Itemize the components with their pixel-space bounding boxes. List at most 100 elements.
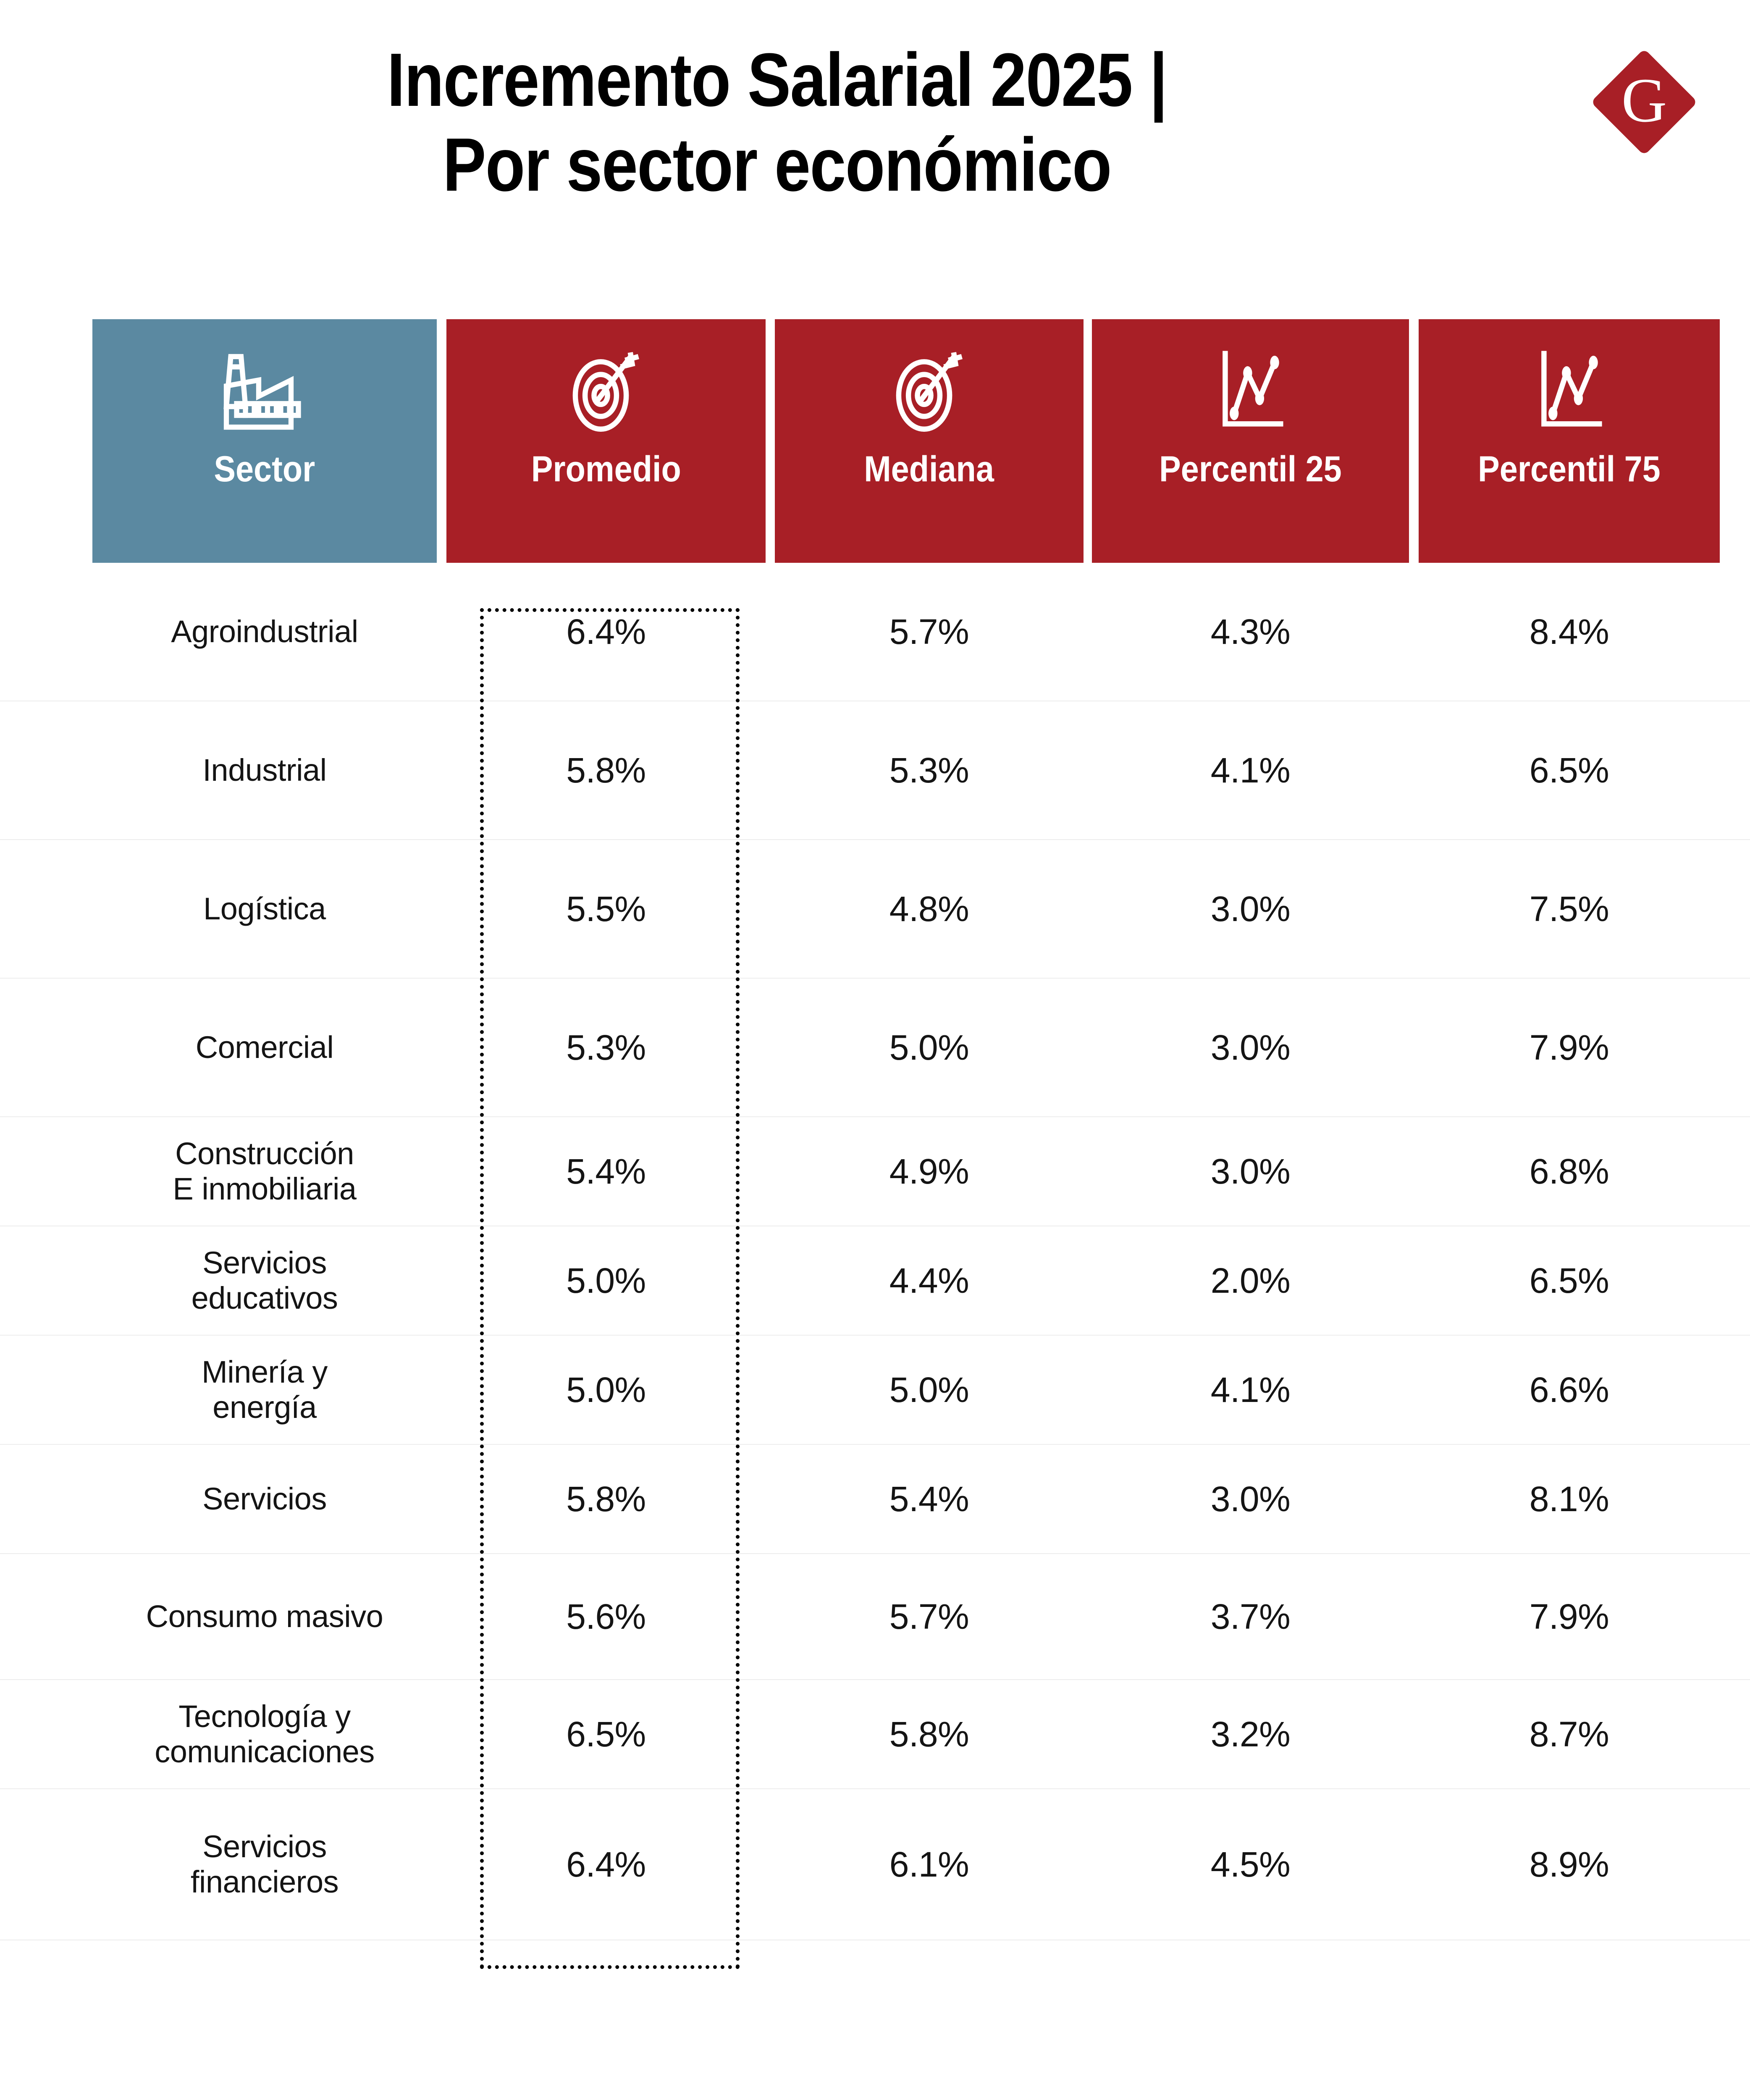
column-header-percentil25[interactable]: Percentil 25 xyxy=(1092,319,1409,563)
table-body: Agroindustrial 6.4% 5.7% 4.3% 8.4% Industrial… xyxy=(0,563,1750,1940)
column-header-percentil75[interactable]: Percentil 75 xyxy=(1419,319,1720,563)
cell-percentil25: 4.3% xyxy=(1210,612,1291,651)
cell-percentil75: 7.5% xyxy=(1529,889,1609,929)
table-row[interactable]: Servicios 5.8% 5.4% 3.0% 8.1% xyxy=(0,1445,1750,1554)
cell-mediana: 5.0% xyxy=(889,1370,969,1410)
cell-sector: Servicios educativos xyxy=(92,1226,437,1335)
cell-percentil75: 7.9% xyxy=(1529,1597,1609,1636)
cell-percentil25: 3.0% xyxy=(1210,889,1291,929)
cell-mediana: 5.7% xyxy=(889,612,969,651)
cell-percentil25: 4.1% xyxy=(1210,751,1291,790)
column-header-sector[interactable]: Sector xyxy=(92,319,437,563)
sector-label-line-1: Servicios xyxy=(202,1481,327,1516)
sector-label-line-1: Tecnología y xyxy=(178,1698,351,1734)
column-header-mediana[interactable]: Mediana xyxy=(775,319,1084,563)
cell-promedio: 6.4% xyxy=(566,612,646,651)
sector-label-line-1: Minería y xyxy=(202,1354,328,1389)
cell-percentil25: 3.7% xyxy=(1210,1597,1291,1636)
table-row[interactable]: Logística 5.5% 4.8% 3.0% 7.5% xyxy=(0,840,1750,979)
sector-label-line-2: comunicaciones xyxy=(155,1734,375,1769)
cell-mediana: 4.9% xyxy=(889,1152,969,1191)
gestion-logo: G xyxy=(1590,48,1698,156)
cell-promedio: 5.8% xyxy=(566,1479,646,1519)
table-row[interactable]: Minería y energía 5.0% 5.0% 4.1% 6.6% xyxy=(0,1336,1750,1445)
target-icon xyxy=(558,344,654,440)
cell-percentil75: 6.8% xyxy=(1529,1152,1609,1191)
cell-sector: Consumo masivo xyxy=(92,1554,437,1679)
cell-sector: Agroindustrial xyxy=(92,563,437,701)
table-row[interactable]: Industrial 5.8% 5.3% 4.1% 6.5% xyxy=(0,701,1750,840)
title-line-2: Por sector económico xyxy=(443,122,1112,207)
cell-promedio: 6.5% xyxy=(566,1714,646,1754)
table-header-row: Sector Promedio Mediana Percentil 25 Percent… xyxy=(0,319,1750,563)
sector-label-line-1: Comercial xyxy=(195,1029,334,1065)
cell-mediana: 6.1% xyxy=(889,1845,969,1884)
target-icon xyxy=(881,344,978,440)
cell-promedio: 5.8% xyxy=(566,751,646,790)
cell-mediana: 5.4% xyxy=(889,1479,969,1519)
cell-promedio: 5.0% xyxy=(566,1370,646,1410)
sector-label-line-2: financieros xyxy=(190,1864,339,1899)
column-header-label: Mediana xyxy=(864,449,994,489)
cell-mediana: 5.8% xyxy=(889,1714,969,1754)
cell-percentil75: 8.1% xyxy=(1529,1479,1609,1519)
cell-percentil25: 3.2% xyxy=(1210,1714,1291,1754)
cell-promedio: 5.3% xyxy=(566,1028,646,1067)
column-header-label: Percentil 75 xyxy=(1478,449,1661,489)
title-line-1: Incremento Salarial 2025 | xyxy=(387,38,1168,122)
cell-mediana: 5.3% xyxy=(889,751,969,790)
cell-percentil75: 8.7% xyxy=(1529,1714,1609,1754)
table-row[interactable]: Servicios educativos 5.0% 4.4% 2.0% 6.5% xyxy=(0,1226,1750,1336)
table-row[interactable]: Servicios financieros 6.4% 6.1% 4.5% 8.9% xyxy=(0,1789,1750,1940)
cell-sector: Minería y energía xyxy=(92,1336,437,1444)
sector-label-line-1: Agroindustrial xyxy=(171,614,358,649)
cell-percentil25: 4.1% xyxy=(1210,1370,1291,1410)
cell-percentil75: 6.6% xyxy=(1529,1370,1609,1410)
table-row[interactable]: Agroindustrial 6.4% 5.7% 4.3% 8.4% xyxy=(0,563,1750,701)
cell-sector: Tecnología y comunicaciones xyxy=(92,1680,437,1788)
table-row[interactable]: Comercial 5.3% 5.0% 3.0% 7.9% xyxy=(0,979,1750,1117)
logo-letter: G xyxy=(1621,66,1667,135)
cell-percentil25: 3.0% xyxy=(1210,1152,1291,1191)
cell-percentil25: 2.0% xyxy=(1210,1261,1291,1300)
cell-percentil75: 6.5% xyxy=(1529,751,1609,790)
line-chart-icon xyxy=(1521,344,1618,440)
cell-percentil25: 3.0% xyxy=(1210,1028,1291,1067)
sector-label-line-1: Consumo masivo xyxy=(146,1599,383,1634)
sector-label-line-1: Construcción xyxy=(175,1136,354,1171)
column-header-label: Percentil 25 xyxy=(1159,449,1342,489)
sector-label-line-1: Industrial xyxy=(202,752,327,788)
cell-mediana: 5.0% xyxy=(889,1028,969,1067)
salary-table: Sector Promedio Mediana Percentil 25 Percent… xyxy=(0,319,1750,1969)
table-row[interactable]: Consumo masivo 5.6% 5.7% 3.7% 7.9% xyxy=(0,1554,1750,1680)
sector-label-line-1: Servicios xyxy=(202,1245,327,1280)
cell-sector: Logística xyxy=(92,840,437,978)
cell-percentil75: 8.9% xyxy=(1529,1845,1609,1884)
sector-label-line-1: Servicios xyxy=(202,1829,327,1864)
cell-percentil75: 7.9% xyxy=(1529,1028,1609,1067)
cell-promedio: 5.0% xyxy=(566,1261,646,1300)
table-row[interactable]: Tecnología y comunicaciones 6.5% 5.8% 3.2% 8.… xyxy=(0,1680,1750,1789)
sector-label-line-2: educativos xyxy=(191,1281,338,1315)
line-chart-icon xyxy=(1202,344,1299,440)
table-row[interactable]: Construcción E inmobiliaria 5.4% 4.9% 3.0% 6.… xyxy=(0,1117,1750,1226)
sector-label-line-2: energía xyxy=(213,1390,317,1425)
header: Incremento Salarial 2025 | Por sector ec… xyxy=(0,38,1750,273)
cell-mediana: 4.4% xyxy=(889,1261,969,1300)
cell-sector: Comercial xyxy=(92,979,437,1116)
cell-sector: Servicios xyxy=(92,1445,437,1553)
cell-percentil75: 8.4% xyxy=(1529,612,1609,651)
cell-promedio: 6.4% xyxy=(566,1845,646,1884)
cell-percentil75: 6.5% xyxy=(1529,1261,1609,1300)
cell-sector: Servicios financieros xyxy=(92,1789,437,1940)
column-header-promedio[interactable]: Promedio xyxy=(446,319,766,563)
sector-label-line-2: E inmobiliaria xyxy=(173,1171,357,1206)
cell-percentil25: 4.5% xyxy=(1210,1845,1291,1884)
page-title: Incremento Salarial 2025 | Por sector ec… xyxy=(0,38,1554,207)
column-header-label: Promedio xyxy=(531,449,681,489)
cell-promedio: 5.6% xyxy=(566,1597,646,1636)
sector-label-line-1: Logística xyxy=(203,891,326,926)
cell-percentil25: 3.0% xyxy=(1210,1479,1291,1519)
column-header-label: Sector xyxy=(214,449,315,489)
